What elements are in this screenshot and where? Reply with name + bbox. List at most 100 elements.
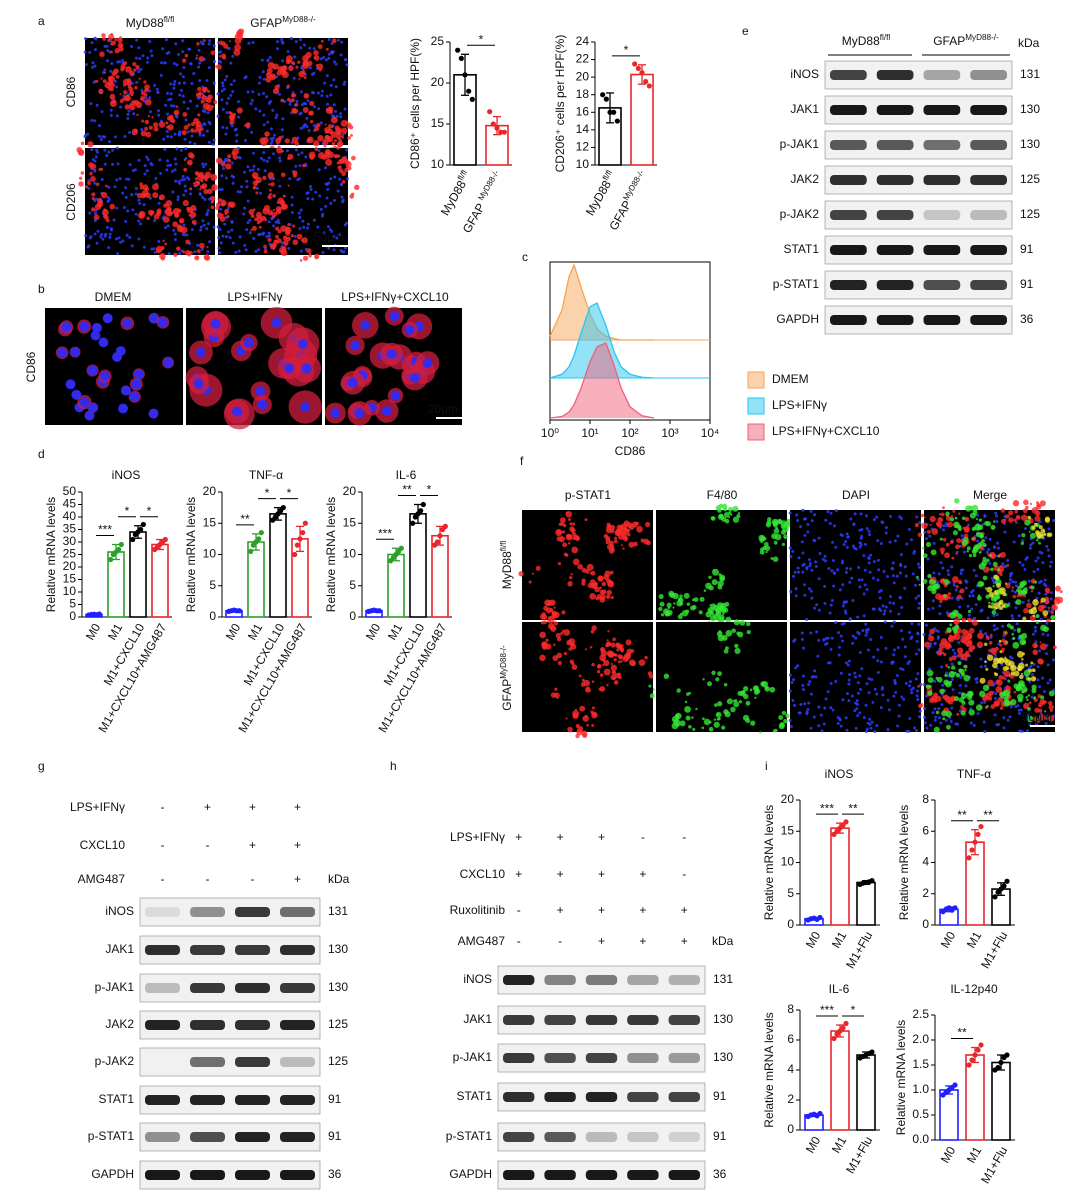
stain	[970, 645, 976, 650]
blot-kda: 91	[328, 1129, 342, 1143]
nucleus	[801, 684, 805, 688]
nucleus	[87, 179, 91, 183]
stain	[581, 581, 586, 586]
nucleus	[805, 565, 809, 569]
stain	[1032, 614, 1036, 618]
nucleus	[335, 236, 339, 240]
nucleus	[854, 636, 858, 640]
stain	[556, 696, 559, 699]
bar	[965, 1054, 985, 1141]
stain	[252, 180, 259, 186]
blot-band	[585, 1170, 618, 1180]
nucleus	[292, 76, 296, 80]
nucleus	[196, 243, 200, 247]
stain	[597, 575, 603, 582]
data-point	[843, 819, 849, 825]
nucleus	[202, 133, 206, 137]
stain	[681, 609, 689, 617]
stain	[759, 731, 762, 734]
stain	[190, 122, 195, 127]
stain	[987, 679, 994, 687]
nucleus	[327, 38, 331, 42]
stain	[164, 208, 172, 216]
nucleus	[908, 680, 912, 684]
nucleus	[828, 521, 832, 525]
nucleus	[910, 691, 914, 695]
nucleus	[867, 557, 871, 561]
nucleus	[1024, 527, 1028, 531]
stain	[313, 56, 316, 59]
nucleus	[182, 65, 186, 69]
stain	[975, 704, 983, 711]
nucleus	[236, 100, 240, 104]
blot-band	[923, 315, 961, 325]
nucleus	[251, 168, 255, 172]
data-point	[437, 533, 443, 539]
y-tick-label: 5	[209, 578, 216, 592]
stain	[709, 604, 712, 607]
data-point	[972, 1052, 978, 1058]
nucleus	[140, 127, 144, 131]
nucleus	[334, 62, 338, 66]
stain	[317, 152, 325, 160]
stain	[928, 684, 932, 689]
nucleus	[850, 694, 854, 698]
nucleus	[299, 208, 303, 212]
stain	[725, 629, 733, 637]
stain	[278, 135, 283, 140]
blot-band	[876, 315, 914, 325]
nucleus	[917, 606, 921, 610]
nucleus	[340, 183, 344, 187]
stain	[565, 511, 573, 518]
nucleus	[108, 236, 112, 240]
nucleus	[931, 606, 935, 610]
nucleus	[951, 678, 955, 682]
nucleus	[826, 690, 830, 694]
y-tick-label: 30	[63, 534, 77, 548]
nucleus	[910, 622, 914, 626]
stain	[933, 726, 940, 733]
nucleus	[339, 53, 343, 57]
nucleus	[1029, 664, 1033, 668]
stain	[302, 163, 306, 168]
nucleus	[959, 568, 963, 572]
nucleus	[937, 707, 941, 711]
stain	[113, 68, 119, 74]
condition-sign: -	[206, 872, 210, 886]
nucleus	[199, 228, 203, 232]
stain	[588, 689, 591, 692]
stain	[658, 606, 663, 612]
nucleus	[325, 74, 329, 78]
stain	[605, 644, 609, 648]
nucleus	[248, 218, 252, 222]
nucleus	[288, 102, 292, 106]
condition-sign: +	[598, 830, 605, 844]
stain	[708, 726, 714, 732]
nucleus	[219, 207, 223, 211]
nucleus	[118, 177, 122, 181]
condition-sign: +	[204, 800, 211, 814]
stain	[1004, 631, 1007, 634]
chart-title: IL-6	[396, 468, 417, 482]
nucleus	[827, 567, 831, 571]
stain	[1003, 689, 1011, 697]
chart-title: iNOS	[825, 767, 854, 781]
blot-kda: 91	[1020, 277, 1034, 291]
stain	[277, 229, 282, 234]
stain	[1032, 599, 1039, 606]
stain	[294, 102, 299, 107]
cell-nucleus	[193, 378, 204, 389]
nucleus	[1027, 599, 1031, 603]
nucleus	[885, 574, 889, 578]
nucleus	[979, 665, 983, 669]
nucleus	[188, 140, 192, 144]
nucleus	[169, 163, 173, 167]
nucleus	[918, 565, 922, 569]
nucleus	[871, 607, 875, 611]
stain	[719, 607, 724, 611]
nucleus	[312, 71, 316, 75]
data-point	[292, 551, 298, 558]
nucleus	[152, 247, 156, 251]
stain	[946, 627, 952, 633]
stain	[1037, 658, 1044, 665]
